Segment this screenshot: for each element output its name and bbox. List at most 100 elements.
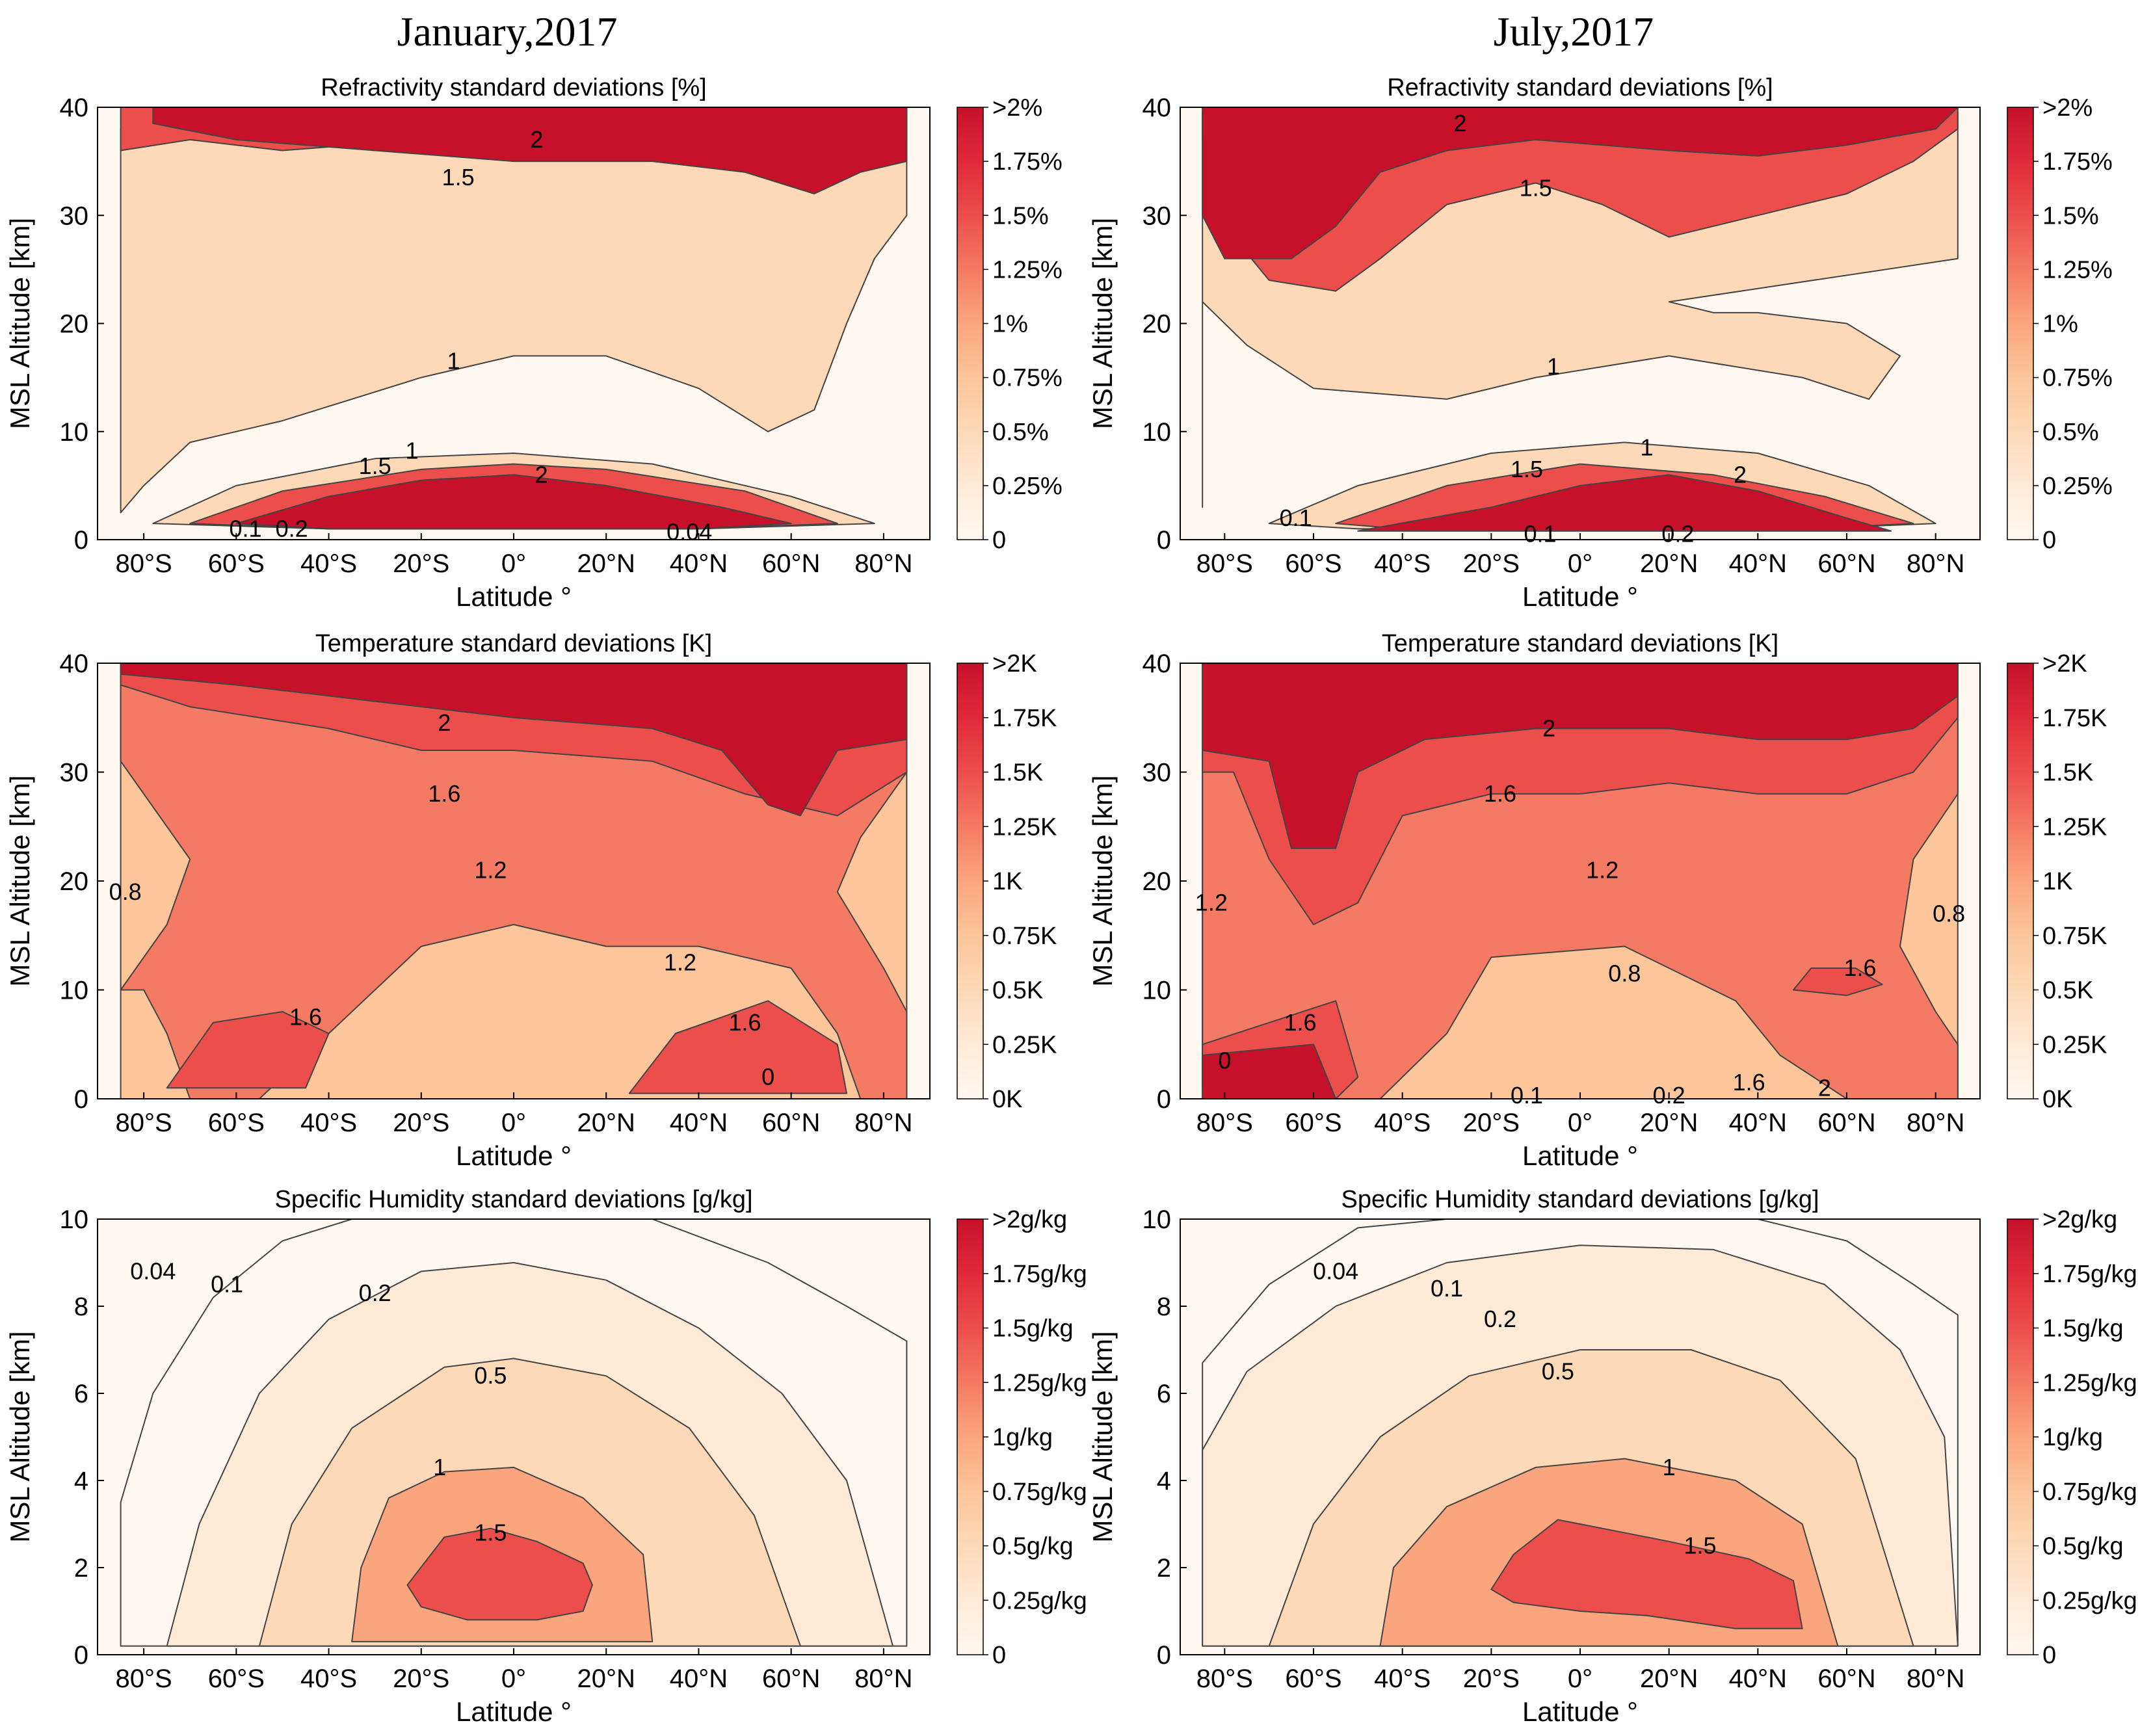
x-tick-label: 40°N [670, 1664, 728, 1693]
panel-title: Temperature standard deviations [K] [315, 630, 712, 657]
colorbar-label: 1.75g/kg [992, 1261, 1087, 1288]
colorbar-label: 1.25% [2042, 256, 2113, 283]
x-tick-label: 40°S [1374, 1664, 1431, 1693]
colorbar-label: 1.75% [2042, 148, 2113, 176]
x-tick-label: 60°S [208, 1664, 265, 1693]
panel-6: Specific Humidity standard deviations [g… [1087, 1186, 2137, 1727]
x-tick-label: 20°N [577, 549, 635, 578]
colorbar-label: 1.5% [2042, 202, 2099, 230]
contour-label: 0.2 [276, 515, 308, 542]
colorbar-label: >2K [992, 650, 1037, 677]
colorbar-label: 0.75g/kg [2042, 1479, 2137, 1506]
contour-label: 0.04 [667, 518, 712, 545]
contour-band [406, 1527, 593, 1621]
colorbar-label: 1.5K [2042, 759, 2093, 787]
contour-label: 0.8 [1608, 960, 1641, 986]
contour-label: 0.04 [1313, 1257, 1358, 1284]
colorbar-label: 0.75% [2042, 365, 2113, 392]
contour-label: 1.2 [1586, 856, 1618, 883]
x-tick-label: 40°N [670, 549, 728, 578]
contour-label: 1.6 [1733, 1069, 1765, 1096]
y-tick-label: 40 [60, 94, 89, 122]
colorbar [2007, 107, 2034, 540]
x-tick-label: 0° [1568, 1664, 1592, 1693]
x-tick-label: 80°N [854, 549, 912, 578]
colorbar-label: 1.5% [992, 202, 1049, 230]
contour-bands [1202, 1219, 1959, 1647]
x-tick-label: 60°S [1285, 549, 1341, 578]
y-tick-label: 4 [1157, 1467, 1171, 1495]
contour-band [120, 663, 908, 817]
contour-label: 1 [433, 1454, 446, 1480]
contour-label: 0.8 [109, 878, 142, 905]
contour-label: 1.5 [1684, 1532, 1716, 1559]
colorbar-label: 1.75K [2042, 705, 2107, 732]
y-tick-label: 4 [74, 1467, 88, 1495]
panel-2: Refractivity standard deviations [%] 2 1.5… [1087, 74, 2113, 612]
contour-label: 2 [1542, 715, 1555, 742]
x-tick-label: 40°S [1374, 549, 1431, 578]
y-tick-label: 10 [1143, 1205, 1172, 1234]
colorbar-label: 0.25K [2042, 1031, 2107, 1059]
x-tick-label: 20°N [577, 1664, 635, 1693]
colorbar-label: 0.5K [2042, 977, 2093, 1005]
y-tick-label: 30 [1143, 202, 1172, 230]
y-tick-label: 0 [74, 1641, 88, 1670]
contour-label: 1 [1547, 353, 1560, 380]
colorbar-label: 1.5g/kg [992, 1315, 1074, 1343]
x-tick-label: 60°N [762, 1664, 820, 1693]
colorbar-label: 0.75K [992, 923, 1057, 950]
colorbar-label: 0 [992, 1642, 1006, 1669]
y-tick-label: 40 [1143, 94, 1172, 122]
x-tick-label: 60°S [1285, 1664, 1341, 1693]
y-tick-label: 10 [60, 977, 89, 1005]
y-tick-label: 40 [60, 650, 89, 678]
panel-title: Refractivity standard deviations [%] [321, 74, 707, 101]
colorbar-label: 1.75g/kg [2042, 1261, 2137, 1288]
colorbar-label: 1% [992, 311, 1028, 338]
panel-3: Temperature standard deviations [K] 2 1.6 1… [5, 630, 1057, 1171]
contour-label: 0 [761, 1064, 774, 1090]
colorbar-label: 1.25K [992, 813, 1057, 841]
contour-label: 0.2 [1484, 1306, 1516, 1332]
colorbar-label: 0.75K [2042, 923, 2107, 950]
y-tick-label: 20 [60, 867, 89, 896]
contour-label: 0.1 [1524, 521, 1556, 547]
contour-label: 2 [531, 126, 544, 153]
colorbar-label: 0.25K [992, 1031, 1057, 1059]
y-tick-label: 10 [60, 1205, 89, 1234]
x-tick-label: 80°S [1196, 1109, 1253, 1137]
colorbar-label: 0.25g/kg [992, 1587, 1087, 1614]
panel-4: Temperature standard deviations [K] 2 1.6 1… [1087, 630, 2107, 1171]
contour-label: 1.5 [1511, 456, 1543, 482]
x-tick-label: 60°N [762, 1109, 820, 1137]
contour-label: 0.1 [1511, 1082, 1543, 1109]
contour-label: 0.5 [1542, 1358, 1574, 1385]
x-tick-label: 60°N [1817, 549, 1875, 578]
contour-label: 2 [1734, 461, 1747, 488]
contour-label: 0.8 [1933, 900, 1965, 927]
colorbar-label: 0.75g/kg [992, 1479, 1087, 1506]
contour-label: 1.2 [664, 949, 696, 976]
colorbar-label: 0K [992, 1086, 1022, 1113]
contour-band [1793, 967, 1883, 996]
x-tick-label: 40°N [1729, 1109, 1787, 1137]
y-tick-label: 20 [1143, 310, 1172, 339]
colorbar-label: 1.25g/kg [2042, 1369, 2137, 1397]
x-tick-label: 20°N [1640, 549, 1698, 578]
x-tick-label: 20°S [1463, 1664, 1520, 1693]
y-axis-label: MSL Altitude [km] [5, 775, 35, 986]
contour-bands [1202, 107, 1959, 532]
contour-band [628, 1000, 847, 1094]
contour-label: 0.2 [1661, 521, 1694, 547]
x-tick-label: 80°N [854, 1109, 912, 1137]
contour-label: 0 [1218, 1047, 1231, 1073]
contour-bands [120, 107, 908, 530]
colorbar-label: 0.75% [992, 365, 1063, 392]
contour-band [1490, 1519, 1803, 1629]
x-tick-label: 40°N [1729, 549, 1787, 578]
colorbar-label: 0K [2042, 1086, 2072, 1113]
y-tick-label: 10 [1143, 418, 1172, 447]
y-tick-label: 0 [1157, 1085, 1171, 1114]
